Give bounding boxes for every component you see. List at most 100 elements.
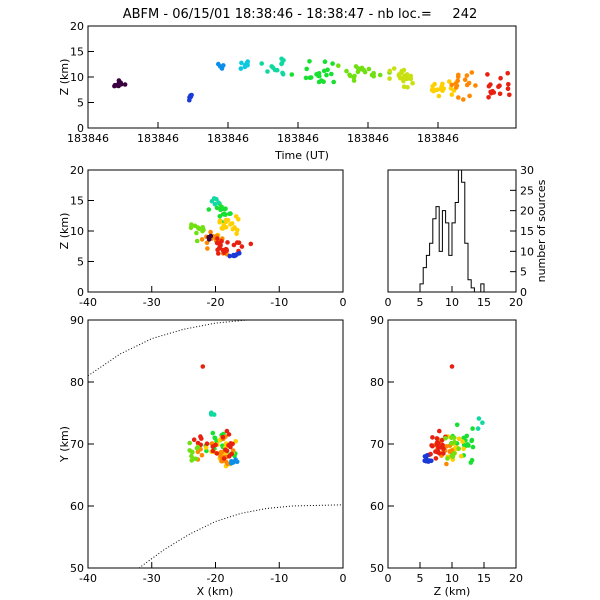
source-point bbox=[214, 197, 219, 202]
source-point bbox=[430, 443, 435, 449]
source-point bbox=[461, 446, 466, 452]
source-point bbox=[210, 448, 216, 454]
y-tick-label: 10 bbox=[520, 245, 534, 258]
source-point bbox=[441, 451, 446, 456]
time-height-y-label: Z (km) bbox=[58, 59, 71, 96]
source-point bbox=[219, 204, 224, 210]
x-tick-label: 0 bbox=[385, 296, 392, 309]
source-point bbox=[211, 412, 217, 417]
source-point bbox=[443, 436, 448, 441]
source-point bbox=[460, 439, 465, 444]
x-tick-label: -10 bbox=[270, 572, 288, 585]
source-point bbox=[473, 83, 478, 88]
source-point bbox=[429, 458, 434, 464]
source-point bbox=[190, 456, 196, 461]
source-point bbox=[232, 253, 238, 258]
source-point bbox=[422, 458, 428, 464]
source-point bbox=[303, 75, 309, 81]
y-tick-label: 30 bbox=[520, 164, 534, 177]
source-point bbox=[214, 451, 220, 456]
source-point bbox=[498, 75, 503, 81]
x-tick-label: -20 bbox=[207, 572, 225, 585]
source-point bbox=[454, 83, 460, 88]
x-tick-label: -10 bbox=[270, 296, 288, 309]
source-point bbox=[506, 82, 511, 87]
source-point bbox=[307, 59, 312, 64]
source-point bbox=[464, 433, 470, 439]
source-point bbox=[210, 444, 216, 449]
source-point bbox=[216, 200, 221, 205]
source-point bbox=[223, 447, 228, 453]
source-point bbox=[215, 236, 220, 241]
source-point bbox=[195, 225, 201, 230]
source-point bbox=[225, 217, 231, 223]
x-tick-label: 183846 bbox=[417, 132, 459, 145]
source-point bbox=[329, 71, 334, 77]
source-point bbox=[279, 56, 284, 62]
source-point bbox=[466, 80, 472, 86]
y-tick-label: 25 bbox=[520, 184, 534, 197]
source-point bbox=[355, 69, 361, 75]
source-point bbox=[228, 441, 233, 446]
source-point bbox=[496, 84, 501, 89]
y-tick-label: 20 bbox=[70, 20, 84, 33]
source-point bbox=[259, 61, 265, 66]
source-point bbox=[444, 461, 449, 467]
source-point bbox=[437, 451, 442, 456]
source-point bbox=[391, 66, 397, 71]
source-point bbox=[377, 72, 383, 78]
source-point bbox=[445, 456, 450, 461]
source-point bbox=[401, 67, 407, 73]
y-tick-label: 10 bbox=[70, 71, 84, 84]
source-point bbox=[486, 83, 492, 89]
source-point bbox=[225, 461, 230, 467]
source-point bbox=[189, 449, 195, 455]
source-point bbox=[234, 459, 240, 465]
source-point bbox=[405, 76, 410, 81]
source-point bbox=[112, 82, 118, 88]
source-point bbox=[449, 440, 454, 446]
y-tick-label: 0 bbox=[520, 286, 527, 299]
source-point bbox=[475, 426, 481, 431]
source-point bbox=[221, 222, 226, 228]
source-point bbox=[206, 207, 212, 212]
source-point bbox=[490, 88, 495, 94]
source-point bbox=[470, 426, 475, 431]
source-point bbox=[324, 72, 329, 78]
x-tick-label: 183846 bbox=[207, 132, 249, 145]
source-point bbox=[212, 201, 218, 207]
x-tick-label: 15 bbox=[477, 296, 491, 309]
x-z-panel bbox=[87, 169, 344, 293]
source-point bbox=[217, 214, 223, 219]
source-point bbox=[308, 75, 314, 80]
source-point bbox=[319, 78, 324, 83]
source-point bbox=[198, 434, 203, 439]
x-tick-label: 183846 bbox=[347, 132, 389, 145]
source-point bbox=[218, 454, 223, 459]
source-point bbox=[505, 86, 511, 92]
source-point bbox=[217, 219, 222, 225]
source-point bbox=[214, 205, 220, 211]
source-point bbox=[210, 430, 216, 436]
source-point bbox=[351, 75, 357, 80]
source-point bbox=[187, 440, 192, 446]
source-point bbox=[366, 66, 372, 72]
source-point bbox=[439, 437, 445, 443]
source-point bbox=[408, 73, 414, 79]
source-point bbox=[330, 61, 335, 66]
source-point bbox=[236, 217, 241, 222]
source-point bbox=[476, 416, 482, 421]
source-point bbox=[216, 251, 221, 256]
source-point bbox=[405, 85, 410, 90]
source-point bbox=[505, 70, 511, 76]
y-tick-label: 0 bbox=[77, 122, 84, 135]
source-point bbox=[269, 64, 275, 69]
source-point bbox=[280, 70, 285, 76]
y-tick-label: 80 bbox=[370, 376, 384, 389]
x-tick-label: 20 bbox=[509, 296, 523, 309]
source-point bbox=[230, 448, 236, 453]
source-point bbox=[436, 441, 441, 446]
source-point bbox=[194, 238, 200, 244]
source-point bbox=[456, 446, 462, 452]
x-tick-label: -30 bbox=[143, 296, 161, 309]
